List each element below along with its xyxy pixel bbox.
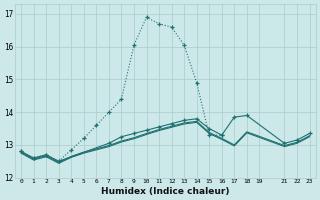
X-axis label: Humidex (Indice chaleur): Humidex (Indice chaleur) bbox=[101, 187, 229, 196]
